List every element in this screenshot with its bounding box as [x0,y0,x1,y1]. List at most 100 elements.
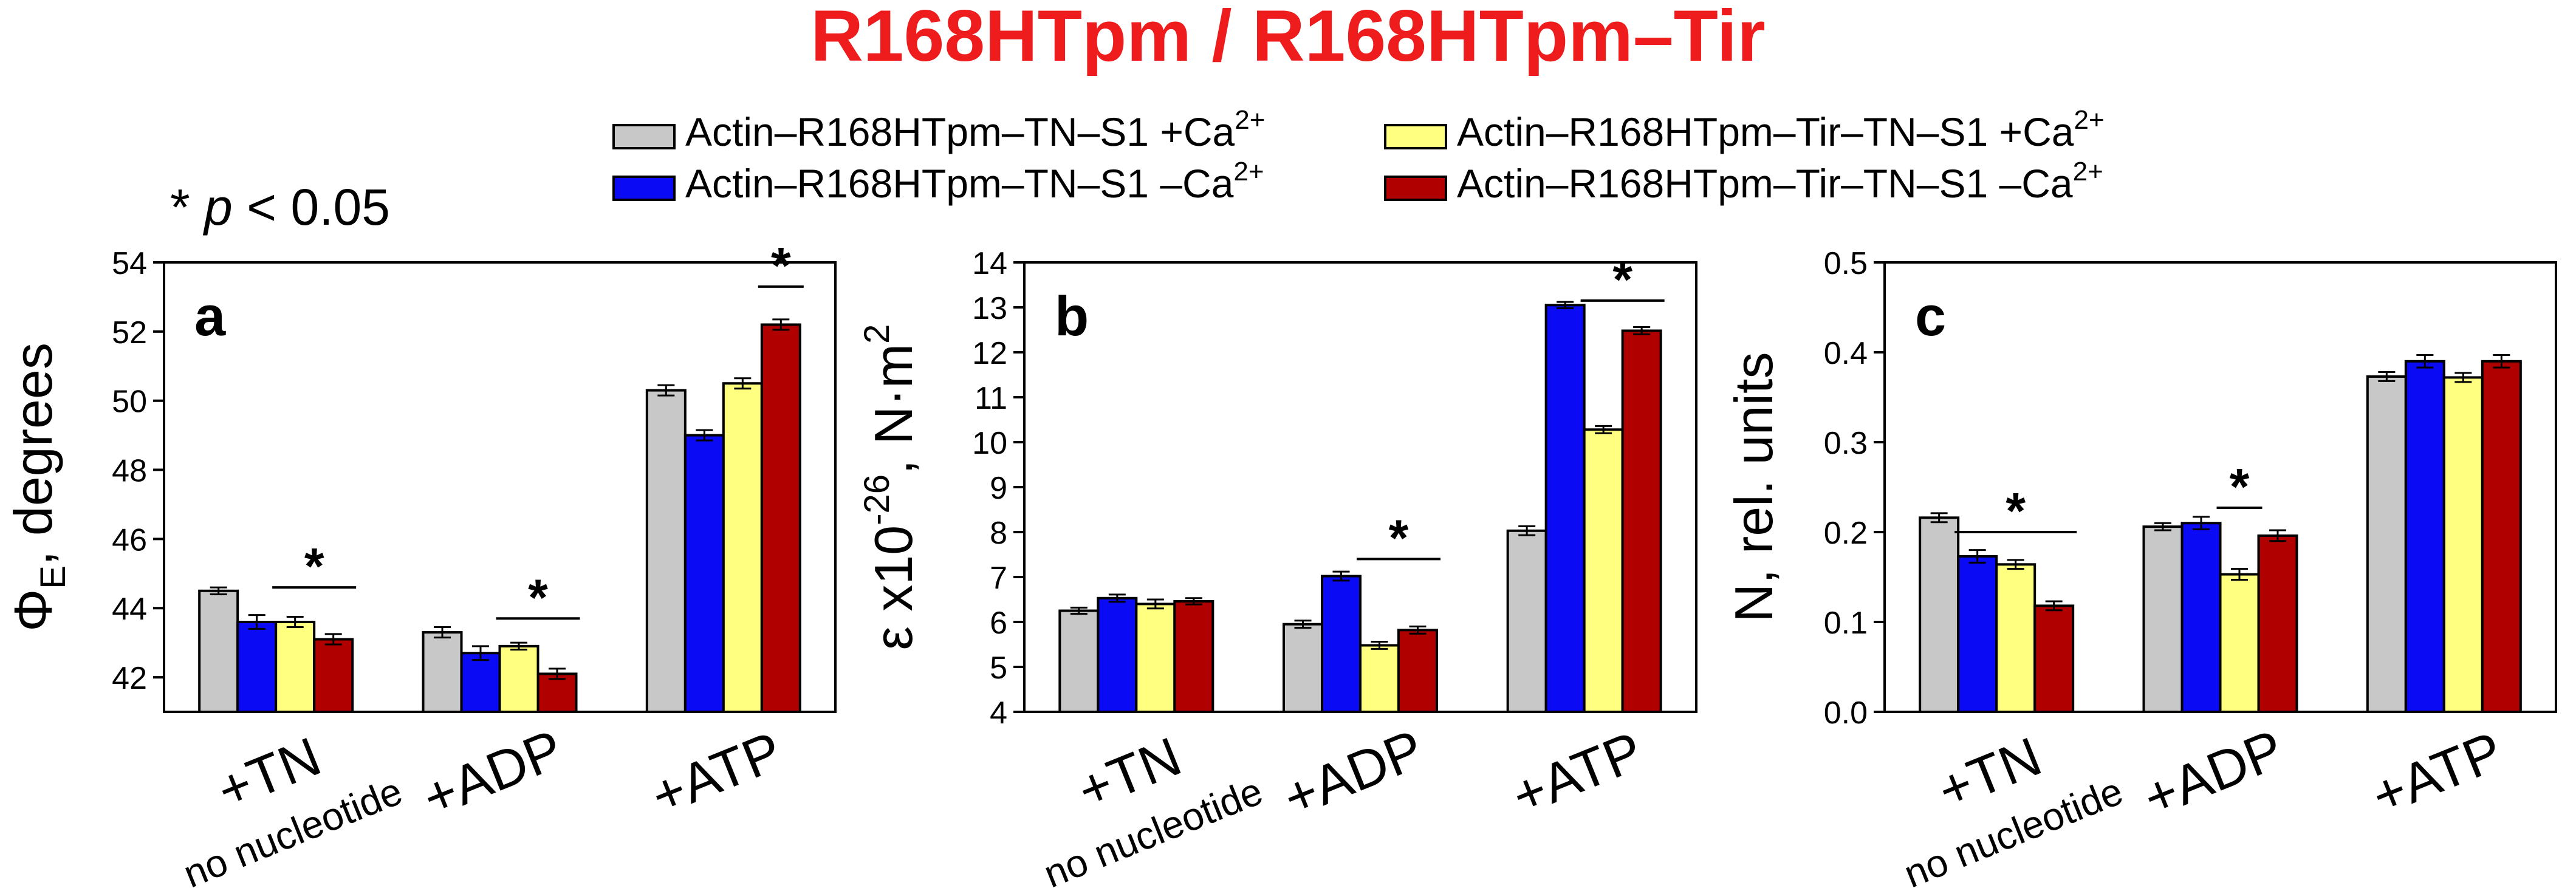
error-bar [210,586,227,595]
bar [2442,376,2484,713]
significance-note-p: p [202,179,233,236]
y-tick-label: 5 [990,651,1007,686]
error-bar [1185,597,1202,606]
error-bar [1595,425,1612,434]
error-bar [248,614,265,630]
error-bar [2193,516,2210,531]
legend-label-2: Actin–R168HTpm–TN–S1 –Ca2+ [685,157,1264,206]
bar [2366,375,2407,713]
bar [1506,529,1547,714]
y-tick-label: 14 [972,246,1007,281]
y-tick-label: 13 [972,291,1007,326]
y-tick-label: 12 [972,336,1007,371]
error-bar [2269,529,2286,542]
y-tick-label: 52 [112,315,147,350]
bar [236,621,278,713]
error-bar [2454,372,2472,383]
y-tick-label: 0.4 [1824,336,1868,371]
y-tick-label: 6 [990,606,1007,641]
bar [1058,609,1100,713]
error-bar [1968,549,1986,564]
error-bar [2045,600,2063,612]
chart-panel-a: 42 44 46 48 50 52 54 ΦE, degrees a * * * +TNno nucle… [3,237,837,888]
y-tick-label: 42 [112,661,147,696]
category-label: +ADP [414,719,571,829]
bar [460,652,501,713]
category-label: +TNno nucleotide [1011,703,1269,888]
y-tick-label: 8 [990,516,1007,551]
y-tick-label: 54 [112,246,147,281]
bar [1135,603,1176,714]
error-bar [1146,598,1164,610]
legend-swatch-1 [612,124,676,149]
error-bar [434,626,451,639]
bar [498,644,540,714]
bar [1397,629,1438,713]
error-bar [324,633,342,646]
bar [198,589,239,713]
y-tick-label: 0.1 [1824,606,1868,641]
y-axis-label: N, rel. units [1724,352,1784,622]
figure-title: R168HTpm / R168HTpm–Tir [810,0,1766,77]
chart-panel-b: 4 5 6 7 8 9 10 11 12 13 14 ε x10-26, N·m2 b * * +TNno n… [857,246,1697,888]
legend-swatch-2 [612,176,676,201]
significance-star: * [771,237,791,294]
bar [422,631,463,713]
error-bar [2007,559,2024,570]
error-bar [1409,625,1427,635]
error-bar [2378,371,2396,382]
significance-star: * [1389,509,1409,566]
legend-swatch-4 [1384,176,1447,201]
error-bar [2154,522,2171,531]
y-tick-label: 0.2 [1824,516,1868,551]
significance-star: * [1612,251,1632,308]
y-tick-label: 44 [112,592,147,627]
bar [2180,522,2222,713]
y-axis-label: ε x10-26, N·m2 [857,324,923,651]
category-label: +TNno nucleotide [1871,703,2129,888]
error-bar [1070,606,1088,615]
bar [760,323,801,713]
y-tick-label: 4 [990,695,1007,731]
bar [275,621,316,713]
bar [1283,623,1323,713]
y-tick-label: 50 [112,384,147,420]
y-tick-label: 9 [990,471,1007,506]
error-bar [549,668,566,680]
bar [313,638,354,714]
error-bar [1557,301,1574,309]
bar [1919,516,1960,713]
significance-star: * [2006,482,2026,539]
error-bar [1108,593,1126,603]
legend-label-4: Actin–R168HTpm–Tir–TN–S1 –Ca2+ [1457,157,2103,206]
y-tick-label: 0.5 [1824,246,1868,281]
y-tick-label: 11 [975,381,1007,416]
category-label: +ATP [2363,720,2510,827]
legend-swatch-3 [1384,124,1447,149]
chart-panel-c: 0.0 0.1 0.2 0.3 0.4 0.5 N, rel. units c * * +TNno … [1724,246,2557,888]
category-label: +TNno nucleotide [151,703,408,888]
error-bar [2493,353,2510,369]
bar [1359,644,1400,713]
error-bar [1371,641,1388,650]
y-tick-label: 0.0 [1824,695,1868,731]
bar [1173,599,1214,714]
error-bar [2416,353,2434,369]
bar [1621,329,1662,713]
bar [2257,534,2298,713]
category-label: +ADP [1275,719,1432,829]
error-bar [1294,620,1312,629]
bar [1583,428,1624,714]
y-tick-label: 0.3 [1824,426,1868,461]
bar [722,382,763,713]
significance-note-rest: < 0.05 [233,179,390,236]
y-tick-label: 7 [990,561,1007,596]
bar [2142,525,2184,713]
error-bar [1930,512,1948,524]
significance-star: * [2230,458,2250,515]
y-tick-label: 10 [972,426,1007,461]
error-bar [510,641,527,651]
category-label: +ATP [643,720,790,827]
category-label: +ATP [1504,720,1651,827]
